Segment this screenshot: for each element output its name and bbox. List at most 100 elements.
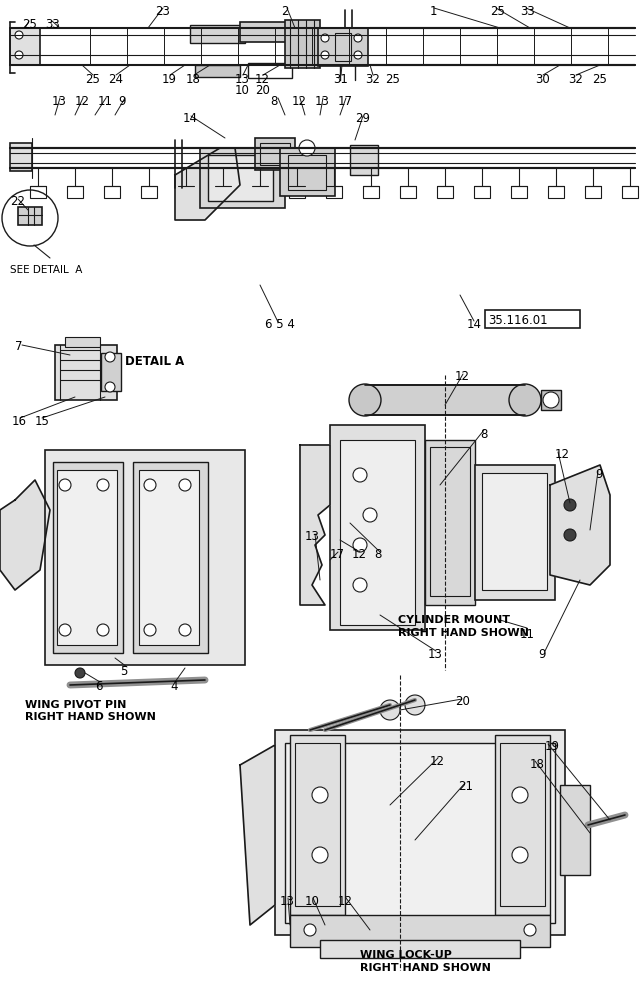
Circle shape xyxy=(353,538,367,552)
Bar xyxy=(335,33,351,61)
Text: 8: 8 xyxy=(480,428,488,441)
Text: 11: 11 xyxy=(98,95,113,108)
Text: 16: 16 xyxy=(12,415,27,428)
Text: 25: 25 xyxy=(85,73,100,86)
Text: 15: 15 xyxy=(35,415,50,428)
Bar xyxy=(275,730,565,935)
Text: 13: 13 xyxy=(428,648,443,661)
Text: 6 5 4: 6 5 4 xyxy=(265,318,295,331)
Text: 1: 1 xyxy=(430,5,437,18)
Circle shape xyxy=(75,668,85,678)
Bar xyxy=(133,462,208,653)
Bar xyxy=(511,186,527,198)
Circle shape xyxy=(405,695,425,715)
Text: RIGHT HAND SHOWN: RIGHT HAND SHOWN xyxy=(398,628,529,638)
Bar xyxy=(139,470,199,645)
Text: 20: 20 xyxy=(255,84,270,97)
Bar xyxy=(248,63,292,78)
Text: 11: 11 xyxy=(520,628,535,641)
Text: 5: 5 xyxy=(120,665,128,678)
Circle shape xyxy=(312,787,328,803)
Bar xyxy=(190,25,245,43)
Bar xyxy=(101,353,121,391)
Bar xyxy=(365,385,525,415)
Text: 33: 33 xyxy=(520,5,535,18)
Text: 12: 12 xyxy=(292,95,307,108)
Bar xyxy=(425,440,475,605)
Text: 13: 13 xyxy=(305,530,320,543)
Polygon shape xyxy=(240,745,275,925)
Text: 12: 12 xyxy=(430,755,445,768)
Text: 9: 9 xyxy=(595,468,603,481)
Text: 31: 31 xyxy=(333,73,348,86)
Circle shape xyxy=(353,468,367,482)
Text: SEE DETAIL  A: SEE DETAIL A xyxy=(10,265,82,275)
Bar xyxy=(30,186,46,198)
Text: 35.116.01: 35.116.01 xyxy=(488,314,547,327)
Bar xyxy=(295,743,340,906)
Bar xyxy=(240,22,300,42)
Text: WING PIVOT PIN: WING PIVOT PIN xyxy=(25,700,126,710)
Text: 19: 19 xyxy=(162,73,177,86)
Bar xyxy=(474,186,490,198)
Polygon shape xyxy=(175,148,240,220)
Bar xyxy=(252,186,268,198)
Bar xyxy=(541,390,561,410)
Text: 22: 22 xyxy=(10,195,25,208)
Text: 25: 25 xyxy=(22,18,37,31)
Text: 32: 32 xyxy=(365,73,380,86)
Text: 8: 8 xyxy=(270,95,278,108)
Circle shape xyxy=(363,508,377,522)
Circle shape xyxy=(509,384,541,416)
Bar xyxy=(400,186,416,198)
Bar xyxy=(290,915,550,947)
Text: 12: 12 xyxy=(338,895,353,908)
Text: 18: 18 xyxy=(186,73,201,86)
Circle shape xyxy=(512,787,528,803)
Circle shape xyxy=(299,140,315,156)
Bar xyxy=(560,785,590,875)
Bar xyxy=(482,473,547,590)
Text: 13: 13 xyxy=(315,95,330,108)
Bar xyxy=(215,186,231,198)
Text: WING LOCK-UP: WING LOCK-UP xyxy=(360,950,452,960)
Bar xyxy=(430,447,470,596)
Bar xyxy=(285,20,320,68)
Circle shape xyxy=(304,924,316,936)
Bar xyxy=(285,743,555,923)
Text: 8: 8 xyxy=(374,548,381,561)
Text: RIGHT HAND SHOWN: RIGHT HAND SHOWN xyxy=(360,963,491,973)
Circle shape xyxy=(59,624,71,636)
Bar xyxy=(280,148,335,196)
Text: 13: 13 xyxy=(235,73,250,86)
Circle shape xyxy=(349,384,381,416)
Bar xyxy=(290,735,345,915)
Circle shape xyxy=(312,847,328,863)
Circle shape xyxy=(59,479,71,491)
Bar xyxy=(495,735,550,915)
Text: 6: 6 xyxy=(95,680,102,693)
Polygon shape xyxy=(0,480,50,590)
Circle shape xyxy=(15,51,23,59)
Bar xyxy=(200,148,285,208)
Polygon shape xyxy=(300,445,330,605)
Text: CYLINDER MOUNT: CYLINDER MOUNT xyxy=(398,615,510,625)
Bar xyxy=(622,186,638,198)
Bar xyxy=(340,440,415,625)
Circle shape xyxy=(97,479,109,491)
Text: 18: 18 xyxy=(530,758,545,771)
Circle shape xyxy=(512,847,528,863)
Bar xyxy=(320,940,520,958)
Text: 12: 12 xyxy=(255,73,270,86)
Bar xyxy=(55,345,117,400)
Text: 20: 20 xyxy=(455,695,470,708)
Text: 33: 33 xyxy=(45,18,60,31)
Text: 17: 17 xyxy=(338,95,353,108)
Bar xyxy=(45,450,245,665)
Circle shape xyxy=(564,499,576,511)
Circle shape xyxy=(179,624,191,636)
Bar xyxy=(10,143,32,171)
Bar xyxy=(318,28,368,66)
Bar xyxy=(18,207,42,225)
Polygon shape xyxy=(550,465,610,585)
